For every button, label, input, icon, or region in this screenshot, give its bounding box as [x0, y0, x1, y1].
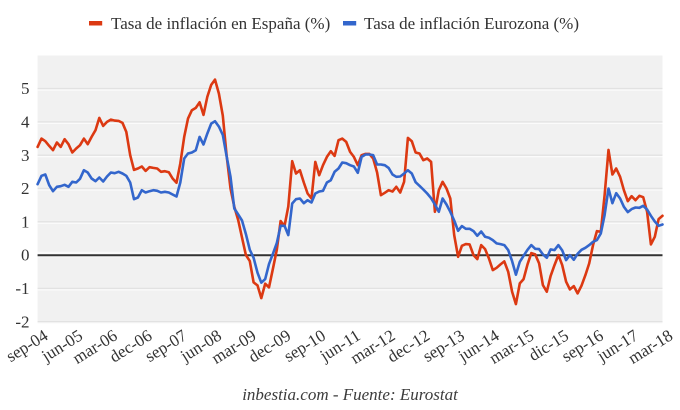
svg-text:-1: -1: [15, 279, 29, 298]
svg-text:4: 4: [21, 113, 30, 132]
svg-text:0: 0: [21, 246, 30, 265]
svg-text:5: 5: [21, 79, 30, 98]
svg-text:inbestia.com - Fuente: Eurosta: inbestia.com - Fuente: Eurostat: [242, 385, 459, 404]
svg-text:-2: -2: [15, 312, 29, 331]
svg-text:Tasa de inflación en España (%: Tasa de inflación en España (%): [111, 14, 330, 33]
svg-text:2: 2: [21, 179, 30, 198]
svg-text:1: 1: [21, 212, 30, 231]
svg-text:3: 3: [21, 146, 30, 165]
svg-text:Tasa de inflación Eurozona (%): Tasa de inflación Eurozona (%): [364, 14, 579, 33]
